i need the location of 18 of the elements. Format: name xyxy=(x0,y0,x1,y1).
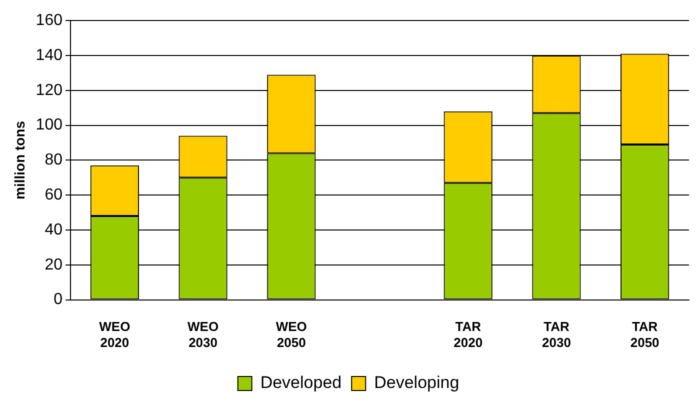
y-tick-label: 140 xyxy=(36,46,63,64)
y-tick-label: 100 xyxy=(36,116,63,134)
x-tick-label: TAR 2020 xyxy=(454,319,483,350)
x-tick-label: WEO 2030 xyxy=(188,319,219,350)
y-tick-label: 80 xyxy=(44,152,63,169)
y-tick-label: 160 xyxy=(36,12,63,30)
y-axis-title: million tons xyxy=(11,120,28,200)
y-tick-label: 20 xyxy=(44,256,63,274)
y-tick-label: 120 xyxy=(36,82,63,99)
legend-label: Developed xyxy=(260,373,342,392)
y-tick-label: 60 xyxy=(44,186,63,204)
y-tick-label: 0 xyxy=(54,291,63,308)
x-tick-label: WEO 2050 xyxy=(276,319,307,350)
x-tick-label: TAR 2050 xyxy=(630,319,660,350)
x-tick-label: WEO 2020 xyxy=(99,319,130,350)
x-tick-label: TAR 2030 xyxy=(542,319,571,350)
legend-label: Developing xyxy=(374,373,460,392)
y-tick-label: 40 xyxy=(44,221,63,238)
